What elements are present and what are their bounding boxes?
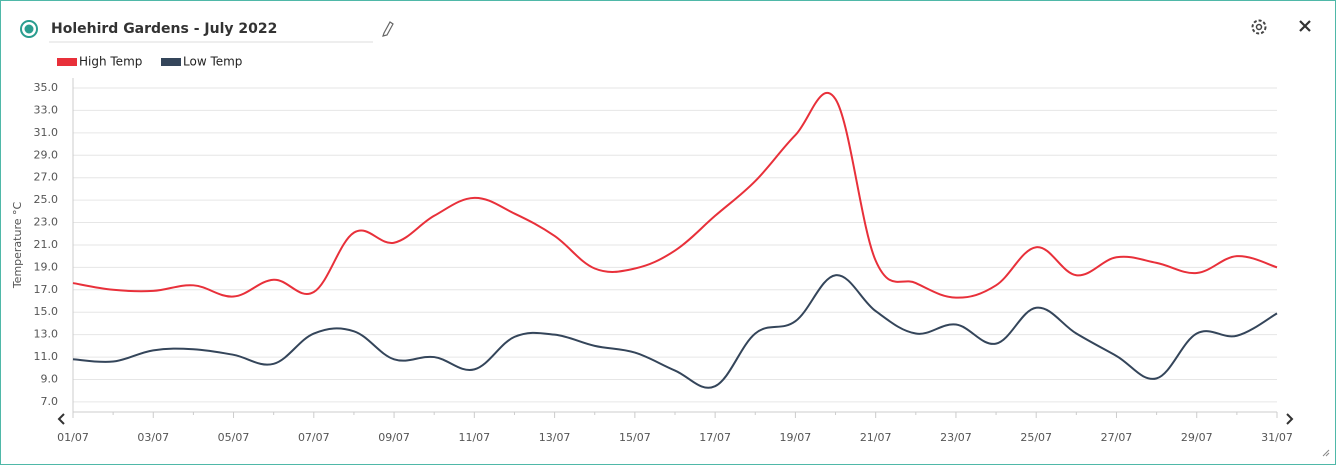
x-tick-label: 19/07: [780, 431, 812, 444]
y-tick-label: 11.0: [34, 350, 59, 363]
x-tick-label: 29/07: [1181, 431, 1213, 444]
y-tick-label: 29.0: [34, 148, 59, 161]
settings-icon[interactable]: [1251, 19, 1267, 35]
line-series: [72, 274, 1278, 389]
edit-icon[interactable]: [382, 21, 394, 37]
legend-swatch: [161, 58, 181, 66]
resize-handle[interactable]: [1322, 449, 1330, 457]
y-tick-label: 19.0: [34, 260, 59, 273]
y-tick-label: 13.0: [34, 328, 59, 341]
y-tick-label: 23.0: [34, 216, 59, 229]
y-tick-label: 25.0: [34, 193, 59, 206]
x-tick-label: 05/07: [218, 431, 250, 444]
x-tick-label: 25/07: [1020, 431, 1052, 444]
legend-label: High Temp: [79, 55, 142, 69]
y-tick-label: 33.0: [34, 103, 59, 116]
x-tick-label: 07/07: [298, 431, 330, 444]
x-tick-label: 21/07: [860, 431, 892, 444]
radio-button[interactable]: [20, 20, 38, 38]
x-tick-label: 13/07: [539, 431, 571, 444]
prev-arrow[interactable]: [57, 413, 65, 425]
y-tick-label: 15.0: [34, 305, 59, 318]
x-tick-label: 11/07: [458, 431, 490, 444]
y-tick-label: 27.0: [34, 171, 59, 184]
y-tick-label: 9.0: [41, 372, 59, 385]
gear-teeth: [1251, 19, 1267, 35]
gear-hub: [1255, 23, 1263, 31]
y-tick-label: 31.0: [34, 126, 59, 139]
x-tick-label: 23/07: [940, 431, 972, 444]
x-tick-label: 15/07: [619, 431, 651, 444]
y-tick-label: 21.0: [34, 238, 59, 251]
y-tick-label: 7.0: [41, 395, 59, 408]
close-icon[interactable]: [1299, 20, 1311, 32]
x-tick-label: 27/07: [1101, 431, 1133, 444]
y-tick-label: 35.0: [34, 81, 59, 94]
radio-dot: [24, 24, 34, 34]
line-series: [72, 91, 1278, 299]
next-arrow[interactable]: [1286, 413, 1294, 425]
chart-title: Holehird Gardens - July 2022: [51, 21, 277, 37]
y-tick-label: 17.0: [34, 283, 59, 296]
x-tick-label: 03/07: [137, 431, 169, 444]
x-tick-label: 17/07: [699, 431, 731, 444]
y-axis-label: Temperature °C: [11, 202, 24, 290]
x-tick-label: 31/07: [1261, 431, 1293, 444]
x-tick-label: 01/07: [57, 431, 89, 444]
legend-swatch: [57, 58, 77, 66]
legend-label: Low Temp: [183, 55, 242, 69]
x-tick-label: 09/07: [378, 431, 410, 444]
